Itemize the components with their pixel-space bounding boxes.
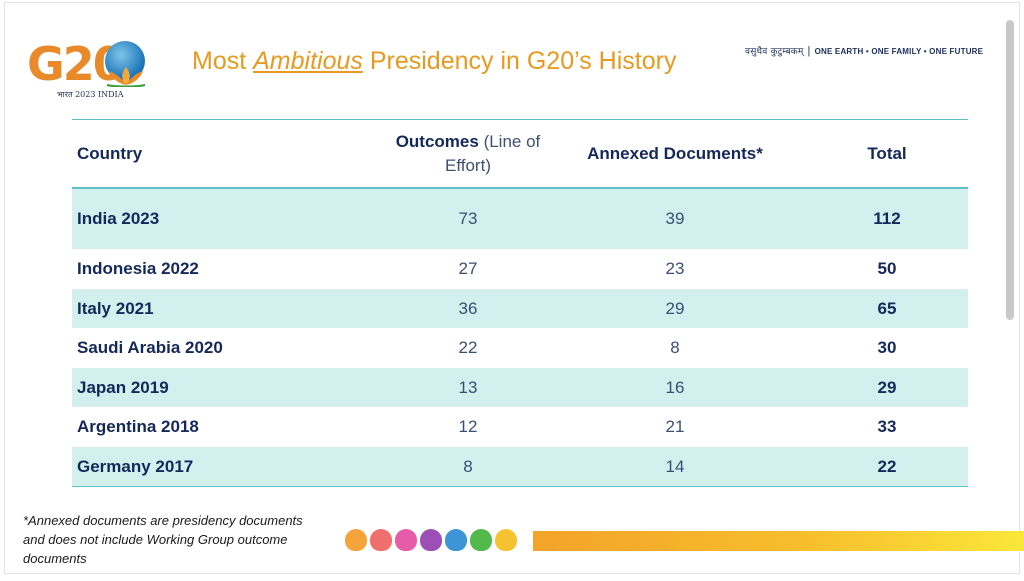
cell-annexed: 39	[665, 209, 685, 228]
cell-annexed: 29	[665, 298, 685, 318]
cell-annexed: 21	[665, 417, 685, 436]
decorative-gradient-bar	[533, 531, 1024, 551]
logo-subtitle: भारत 2023 INDIA	[57, 90, 124, 99]
cell-outcomes: 36	[458, 298, 478, 318]
cell-country: Italy 2021	[77, 298, 154, 318]
cell-annexed: 14	[665, 456, 685, 476]
title-prefix: Most	[192, 47, 254, 75]
title-emphasis: Ambitious	[253, 47, 363, 75]
cell-country: India 2023	[77, 209, 160, 228]
table-row: Japan 2019 13 16 29	[72, 368, 968, 407]
lotus-icon	[445, 529, 467, 551]
lotus-icon	[345, 529, 367, 551]
cell-country: Argentina 2018	[77, 417, 199, 436]
page-title: Most Ambitious Presidency in G20’s Histo…	[192, 47, 676, 76]
lotus-icon	[370, 529, 392, 551]
cell-annexed: 8	[670, 338, 680, 357]
g20-logo: G20 भारत 2023 INDIA	[27, 37, 157, 107]
cell-outcomes: 22	[458, 338, 478, 357]
lotus-row	[345, 529, 525, 555]
scrollbar[interactable]	[1006, 20, 1014, 320]
presidency-table: Country Outcomes (Line of Effort) Annexe…	[72, 119, 968, 487]
table-row: Germany 2017 8 14 22	[72, 447, 968, 486]
table-row: Indonesia 2022 27 23 50	[72, 249, 968, 289]
lotus-icon	[470, 529, 492, 551]
cell-total: 22	[877, 456, 897, 476]
tagline-english: ONE EARTH • ONE FAMILY • ONE FUTURE	[814, 47, 984, 56]
cell-annexed: 23	[665, 259, 685, 278]
table-bottom-rule	[72, 486, 968, 487]
cell-total: 50	[877, 259, 897, 278]
cell-outcomes: 13	[458, 377, 478, 397]
header-country: Country	[77, 143, 143, 163]
cell-annexed: 16	[665, 377, 685, 397]
lotus-icon	[420, 529, 442, 551]
lotus-icon	[106, 67, 146, 87]
lotus-icon	[395, 529, 417, 551]
table-row: Saudi Arabia 2020 22 8 30	[72, 328, 968, 368]
cell-total: 65	[877, 298, 897, 318]
tagline-separator: |	[807, 45, 811, 57]
lotus-icon	[495, 529, 517, 551]
cell-country: Saudi Arabia 2020	[77, 338, 223, 357]
cell-total: 30	[877, 338, 897, 357]
slide: G20 भारत 2023 INDIA Most Ambitious Presi…	[4, 2, 1024, 574]
cell-total: 112	[873, 209, 901, 228]
header-outcomes: Outcomes (Line of Effort)	[392, 130, 544, 178]
table-header: Country Outcomes (Line of Effort) Annexe…	[72, 120, 968, 189]
title-suffix: Presidency in G20’s History	[362, 47, 677, 75]
table-row: Italy 2021 36 29 65	[72, 289, 968, 328]
header-outcomes-bold: Outcomes	[395, 131, 479, 151]
cell-country: Japan 2019	[77, 377, 169, 397]
header-annexed: Annexed Documents*	[587, 143, 763, 163]
table-top-rule	[72, 119, 968, 120]
cell-outcomes: 12	[458, 417, 478, 436]
cell-outcomes: 73	[458, 209, 478, 228]
cell-total: 29	[877, 377, 897, 397]
tagline-hindi: वसुधैव कुटुम्बकम्	[745, 47, 804, 57]
cell-outcomes: 8	[463, 456, 473, 476]
header-total: Total	[867, 143, 907, 163]
header-outcomes-light: (Line of Effort)	[445, 131, 541, 175]
table-row: India 2023 73 39 112	[72, 189, 968, 249]
cell-country: Indonesia 2022	[77, 259, 199, 278]
cell-country: Germany 2017	[77, 456, 194, 476]
cell-total: 33	[877, 417, 897, 436]
footnote: *Annexed documents are presidency docume…	[23, 513, 303, 566]
table-row: Argentina 2018 12 21 33	[72, 407, 968, 447]
cell-outcomes: 27	[458, 259, 478, 278]
tagline: वसुधैव कुटुम्बकम् | ONE EARTH • ONE FAMILY…	[745, 44, 983, 57]
